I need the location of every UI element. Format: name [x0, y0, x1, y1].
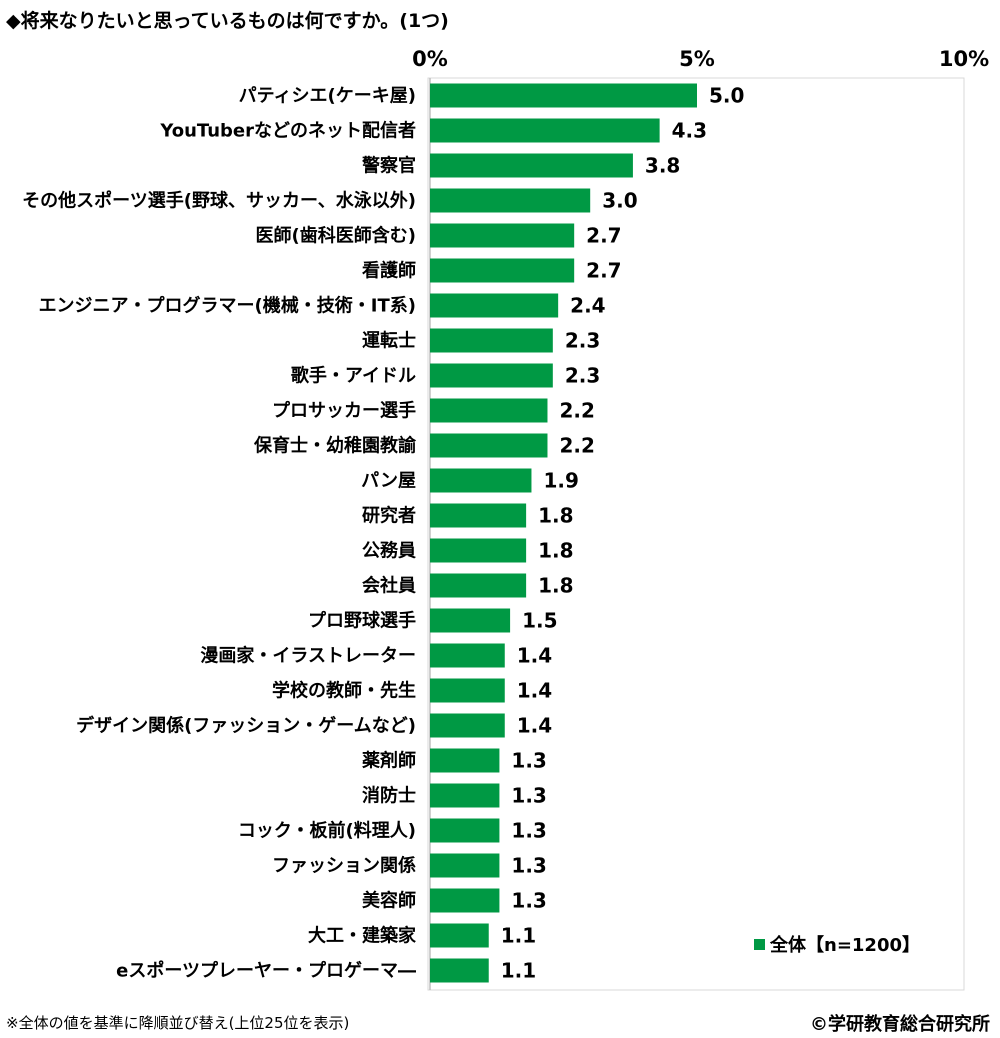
- bar: [430, 153, 633, 178]
- plot-frame: [427, 77, 965, 991]
- bar: [430, 783, 500, 808]
- value-label: 1.4: [517, 679, 552, 703]
- bar: [430, 958, 489, 983]
- value-labels: 5.04.3 3.8 3.0 2.7 2.7 2.4 2.3 2.3 2.2 2.2 1.9 1.8 1…: [501, 84, 745, 983]
- value-label: 1.8: [538, 539, 573, 563]
- legend-swatch: [754, 939, 765, 950]
- value-label: 1.5: [522, 609, 557, 633]
- value-label: 1.1: [501, 924, 536, 948]
- value-label: 1.3: [511, 854, 546, 878]
- bar: [430, 503, 527, 528]
- bar: [430, 608, 511, 633]
- value-label: 1.4: [517, 644, 552, 668]
- bar: [430, 83, 697, 108]
- category-label: 運転士: [362, 330, 416, 352]
- value-label: 1.3: [511, 784, 546, 808]
- value-label: 2.4: [570, 294, 605, 318]
- legend-label: 全体【n=1200】: [769, 934, 920, 956]
- bar: [430, 118, 660, 143]
- category-label: 医師(歯科医師含む): [256, 225, 416, 247]
- category-label: 会社員: [362, 575, 416, 597]
- category-label: 歌手・アイドル: [291, 365, 416, 387]
- bar: [430, 888, 500, 913]
- value-label: 2.7: [586, 259, 621, 283]
- value-label: 2.2: [559, 434, 594, 458]
- category-label: 警察官: [362, 155, 416, 177]
- value-label: 2.3: [565, 364, 600, 388]
- category-label: プロサッカー選手: [272, 400, 416, 422]
- footnote: ※全体の値を基準に降順並び替え(上位25位を表示): [6, 1014, 350, 1032]
- value-label: 1.4: [517, 714, 552, 738]
- x-tick-label: 10%: [939, 47, 989, 71]
- category-label: eスポーツプレーヤー・プロゲーマ―: [116, 960, 416, 982]
- bar: [430, 643, 505, 668]
- bar: [430, 713, 505, 738]
- category-label: 漫画家・イラストレーター: [200, 645, 416, 667]
- bar: [430, 468, 532, 493]
- value-label: 2.3: [565, 329, 600, 353]
- chart-title: ◆将来なりたいと思っているものは何ですか。(1つ): [6, 10, 449, 32]
- category-label: YouTuberなどのネット配信者: [159, 120, 416, 142]
- category-label: その他スポーツ選手(野球、サッカー、水泳以外): [22, 190, 416, 212]
- category-label: 薬剤師: [362, 750, 416, 772]
- category-label: コック・板前(料理人): [238, 820, 416, 842]
- bar: [430, 573, 527, 598]
- category-label: プロ野球選手: [308, 610, 416, 632]
- value-label: 2.2: [559, 399, 594, 423]
- x-tick-label: 5%: [679, 47, 715, 71]
- bar: [430, 188, 591, 213]
- category-label: 公務員: [362, 540, 416, 562]
- bars: [430, 83, 697, 983]
- value-label: 5.0: [709, 84, 744, 108]
- category-label: ファッション関係: [272, 855, 416, 877]
- category-label: デザイン関係(ファッション・ゲームなど): [76, 715, 416, 737]
- value-label: 1.3: [511, 749, 546, 773]
- category-label: パン屋: [361, 471, 416, 492]
- bar: [430, 748, 500, 773]
- x-ticks: 0% 5% 10%: [412, 47, 989, 71]
- category-label: 保育士・幼稚園教諭: [253, 435, 417, 457]
- category-label: 研究者: [362, 505, 416, 527]
- bar: [430, 678, 505, 703]
- bar: [430, 538, 527, 563]
- category-labels: パティシエ(ケーキ屋) YouTuberなどのネット配信者警察官その他スポーツ選手…: [22, 86, 417, 982]
- legend: 全体【n=1200】: [754, 934, 920, 956]
- bar: [430, 433, 548, 458]
- bar: [430, 293, 559, 318]
- bar: [430, 923, 489, 948]
- value-label: 1.9: [543, 469, 578, 493]
- bar: [430, 818, 500, 843]
- copyright: ©学研教育総合研究所: [810, 1014, 990, 1035]
- category-label: エンジニア・プログラマー(機械・技術・IT系): [39, 295, 416, 317]
- value-label: 3.8: [645, 154, 680, 178]
- value-label: 3.0: [602, 189, 637, 213]
- category-label: 学校の教師・先生: [272, 680, 416, 702]
- category-label: 看護師: [361, 260, 416, 282]
- bar: [430, 853, 500, 878]
- value-label: 4.3: [672, 119, 707, 143]
- value-label: 2.7: [586, 224, 621, 248]
- category-label: 大工・建築家: [308, 925, 417, 947]
- x-tick-label: 0%: [412, 47, 448, 71]
- bar: [430, 363, 553, 388]
- category-label: 美容師: [362, 890, 416, 912]
- category-label: 消防士: [362, 785, 416, 807]
- bar: [430, 328, 553, 353]
- value-label: 1.8: [538, 504, 573, 528]
- bar: [430, 398, 548, 423]
- bar: [430, 223, 575, 248]
- value-label: 1.1: [501, 959, 536, 983]
- value-label: 1.3: [511, 889, 546, 913]
- bar: [430, 258, 575, 283]
- value-label: 1.8: [538, 574, 573, 598]
- value-label: 1.3: [511, 819, 546, 843]
- category-label: パティシエ(ケーキ屋): [239, 86, 416, 107]
